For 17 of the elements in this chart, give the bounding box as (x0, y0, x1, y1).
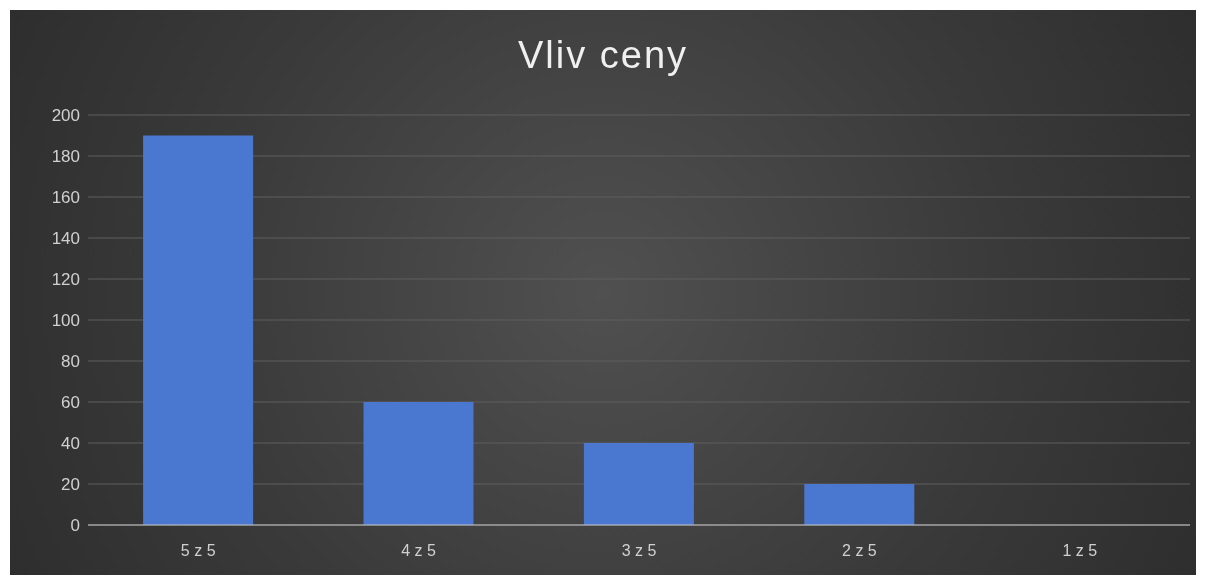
x-tick-label: 1 z 5 (1062, 542, 1098, 560)
y-tick-label: 160 (51, 188, 80, 208)
x-tick-label: 2 z 5 (842, 542, 877, 560)
y-tick-label: 180 (51, 147, 80, 167)
y-tick-label: 140 (51, 229, 80, 249)
x-tick-label: 3 z 5 (621, 542, 657, 560)
y-tick-label: 40 (61, 434, 80, 454)
x-tick-label: 4 z 5 (401, 542, 437, 560)
chart-title: Vliv ceny (516, 34, 690, 77)
x-tick-label: 5 z 5 (180, 542, 216, 560)
y-tick-label: 0 (70, 516, 80, 536)
y-tick-label: 100 (51, 311, 80, 331)
y-tick-label: 20 (61, 475, 80, 495)
y-tick-label: 60 (61, 393, 80, 413)
y-tick-label: 200 (51, 106, 80, 126)
y-tick-label: 80 (61, 352, 80, 372)
y-tick-label: 120 (51, 270, 80, 290)
